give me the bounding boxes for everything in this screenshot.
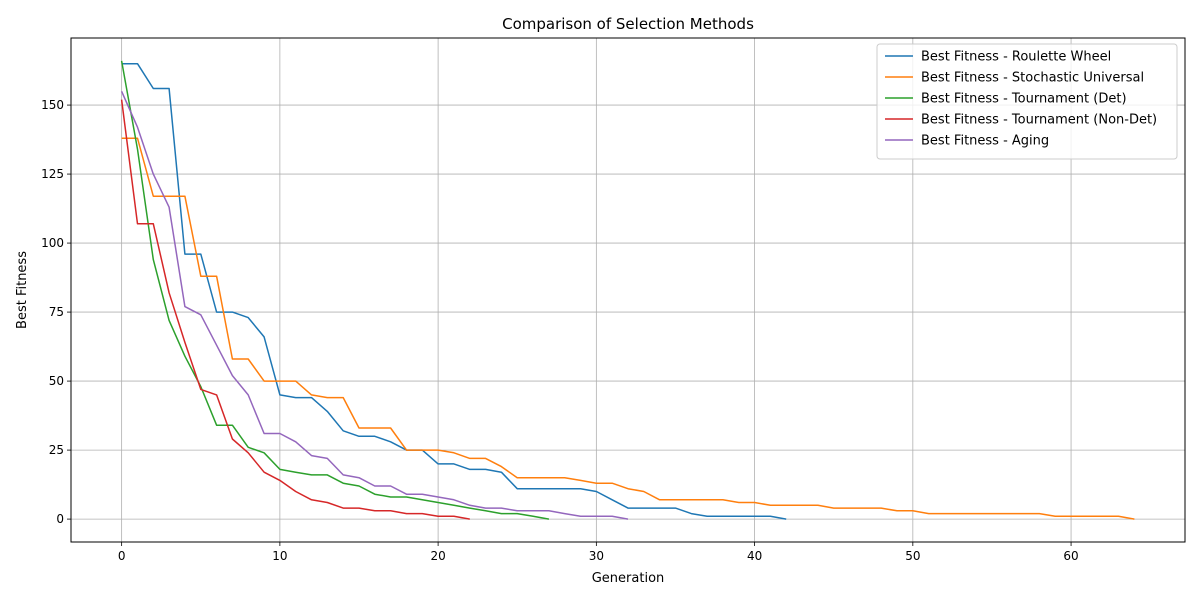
y-tick-label: 75 [49, 305, 64, 319]
x-tick-label: 30 [589, 549, 604, 563]
legend-box [876, 43, 1178, 160]
series-lines [120, 60, 1135, 520]
chart-title: Comparison of Selection Methods [502, 15, 754, 33]
y-tick-label: 25 [49, 443, 64, 457]
y-tick-label: 0 [56, 512, 64, 526]
x-tick-label: 0 [118, 549, 126, 563]
x-axis-label: Generation [592, 571, 665, 586]
x-tick-label: 40 [747, 549, 762, 563]
plot-frame [70, 37, 1186, 543]
legend-entry: Best Fitness - Tournament (Det) [921, 92, 1127, 107]
y-tick-label: 125 [41, 167, 64, 181]
x-axis-ticks: 0 10 20 30 40 50 60 [118, 542, 1079, 563]
series-line-1 [121, 137, 1135, 520]
y-axis-label: Best Fitness [15, 251, 30, 329]
x-tick-label: 20 [430, 549, 445, 563]
legend: Best Fitness - Roulette Wheel Best Fitnes… [876, 43, 1178, 160]
x-tick-label: 50 [905, 549, 920, 563]
x-tick-label: 10 [272, 549, 287, 563]
legend-entry: Best Fitness - Stochastic Universal [921, 71, 1144, 86]
y-axis-ticks: 0 25 50 75 100 125 150 [41, 98, 71, 526]
legend-entry: Best Fitness - Roulette Wheel [921, 50, 1111, 65]
legend-entry: Best Fitness - Tournament (Non-Det) [921, 113, 1157, 128]
series-line-0 [121, 62, 787, 520]
series-line-3 [120, 99, 470, 520]
series-line-2 [120, 60, 550, 520]
y-tick-label: 150 [41, 98, 64, 112]
x-tick-label: 60 [1063, 549, 1078, 563]
y-tick-label: 100 [41, 236, 64, 250]
legend-entry: Best Fitness - Aging [921, 134, 1049, 149]
y-tick-label: 50 [49, 374, 64, 388]
series-line-4 [120, 90, 629, 520]
